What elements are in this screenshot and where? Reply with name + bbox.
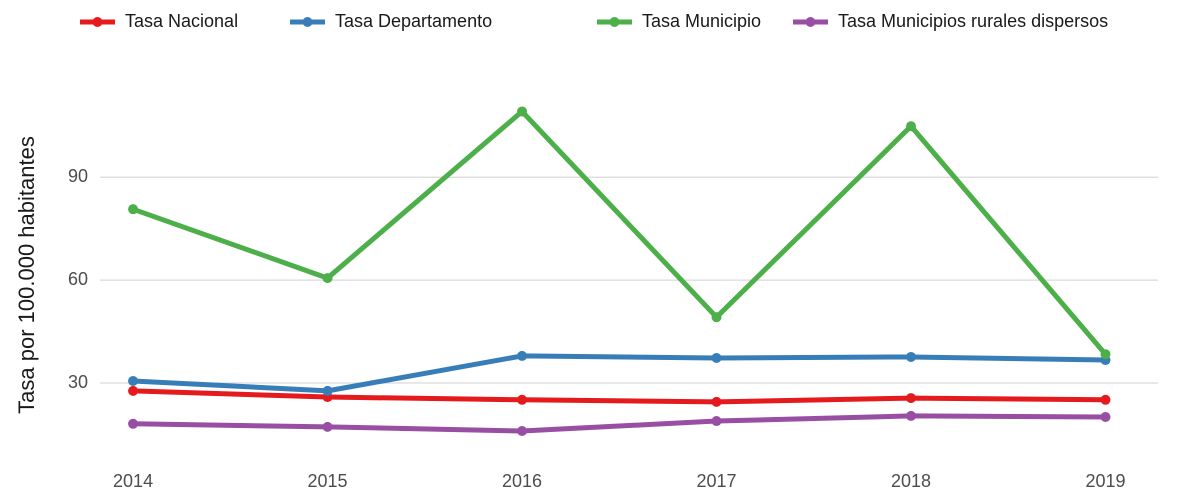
y-tick-label: 60 (68, 269, 88, 289)
y-axis-title: Tasa por 100.000 habitantes (14, 136, 39, 414)
line (133, 413, 1106, 434)
legend-label: Tasa Departamento (335, 11, 492, 31)
point (711, 396, 722, 407)
point (517, 106, 528, 117)
point (1100, 394, 1111, 405)
x-tick-label: 2019 (1085, 471, 1125, 491)
y-tick-label: 30 (68, 372, 88, 392)
x-tick-label: 2015 (308, 471, 348, 491)
legend-swatch-point (92, 17, 103, 27)
point (322, 273, 333, 284)
point (906, 410, 917, 421)
x-tick-label: 2016 (502, 471, 542, 491)
point (1100, 349, 1111, 360)
point (711, 312, 722, 323)
legend-label: Tasa Municipios rurales dispersos (838, 11, 1108, 31)
legend-label: Tasa Nacional (125, 11, 238, 31)
point (517, 350, 528, 361)
legend-swatch-point (805, 17, 816, 27)
y-tick-label: 90 (68, 166, 88, 186)
point (711, 416, 722, 427)
line (132, 353, 1106, 394)
point (906, 393, 917, 404)
point (517, 394, 528, 405)
point (906, 351, 917, 362)
point (128, 418, 139, 429)
line (132, 108, 1108, 356)
point (711, 352, 722, 363)
x-tick-label: 2017 (696, 471, 736, 491)
point (1100, 411, 1111, 422)
point (906, 121, 917, 132)
point (322, 385, 333, 396)
x-tick-label: 2014 (113, 471, 153, 491)
line (132, 388, 1106, 405)
point (322, 421, 333, 432)
point (128, 375, 139, 386)
x-tick-label: 2018 (891, 471, 931, 491)
legend-swatch-point (609, 17, 620, 27)
point (517, 426, 528, 436)
point (128, 385, 139, 396)
legend-label: Tasa Municipio (642, 11, 761, 31)
point (128, 204, 139, 215)
legend-swatch-point (302, 17, 313, 27)
